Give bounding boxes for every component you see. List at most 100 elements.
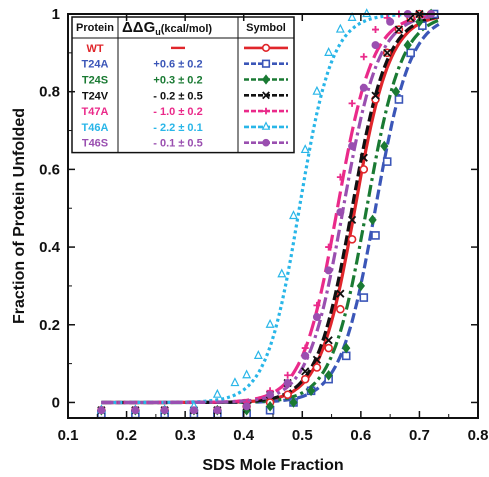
data-point [301, 367, 310, 376]
legend-protein-t47a: T47A [82, 106, 109, 118]
data-point [262, 138, 270, 147]
legend-marker-t24v [262, 91, 270, 100]
data-point [347, 215, 357, 225]
data-point [371, 41, 380, 50]
data-point [213, 406, 222, 415]
legend-protein-t24v: T24V [82, 90, 109, 102]
data-point [284, 371, 292, 379]
data-point [394, 25, 404, 34]
y-tick-label: 0.6 [39, 161, 60, 178]
legend-header-ddg-sub: u [155, 27, 161, 37]
data-point [306, 385, 316, 397]
data-point [359, 165, 369, 174]
data-point [368, 214, 377, 226]
legend-box [71, 16, 295, 154]
data-point [382, 157, 392, 166]
legend-protein-wt: WT [86, 43, 103, 55]
data-point [312, 355, 322, 364]
data-point [261, 43, 271, 53]
data-point [300, 144, 310, 154]
data-point [359, 153, 368, 162]
data-point [383, 48, 392, 57]
data-point [403, 39, 412, 51]
data-point [360, 53, 368, 61]
legend-marker-t24a [261, 59, 271, 68]
data-point [253, 350, 263, 359]
data-point [325, 243, 333, 251]
data-point [283, 379, 292, 388]
x-tick-label: 0.8 [468, 427, 489, 444]
legend-ddg-t46a: - 2.2 ± 0.1 [153, 122, 202, 134]
data-point [230, 377, 240, 387]
data-point [336, 289, 345, 298]
data-point [415, 16, 424, 28]
data-point [301, 344, 309, 352]
data-point [341, 351, 351, 361]
data-point [406, 48, 415, 58]
x-axis-ticks: 0.1 0.2 0.3 0.4 0.5 0.6 0.7 0.8 [58, 14, 489, 444]
legend-marker-t46s [262, 138, 270, 147]
legend-header-protein: Protein [76, 22, 114, 34]
data-point [347, 12, 357, 21]
legend: Protein ΔΔGu(kcal/mol) Symbol WT T24A +0.6 ± … [71, 16, 295, 154]
data-point [391, 86, 401, 98]
data-point [283, 390, 292, 399]
data-point [371, 91, 380, 100]
data-point [242, 402, 251, 411]
y-axis-ticks: 0 0.2 0.4 0.6 0.8 1 [39, 6, 478, 411]
y-tick-label: 0.2 [39, 317, 60, 334]
data-point [336, 304, 345, 314]
series-t46s-points [97, 10, 436, 415]
data-point [313, 301, 321, 309]
data-point [266, 390, 275, 399]
data-point [380, 140, 389, 152]
y-tick-label: 1 [52, 6, 60, 23]
x-tick-label: 0.5 [292, 427, 313, 444]
data-point [265, 318, 275, 328]
data-point [300, 374, 310, 384]
data-point [312, 313, 321, 321]
x-axis-label: SDS Mole Fraction [202, 457, 343, 474]
data-point [356, 280, 365, 292]
legend-marker-wt [261, 43, 271, 53]
y-axis-label: Fraction of Protein Unfolded [11, 108, 28, 324]
legend-protein-t46s: T46S [82, 138, 108, 150]
data-point [324, 369, 333, 381]
y-tick-label: 0.8 [39, 84, 60, 101]
x-tick-label: 0.7 [409, 427, 430, 444]
data-point [336, 173, 344, 181]
data-point [261, 121, 271, 130]
legend-header-symbol: Symbol [246, 22, 286, 34]
data-point [262, 107, 270, 115]
legend-ddg-t47a: - 1.0 ± 0.2 [153, 106, 202, 118]
legend-header-ddg-unit: (kcal/mol) [161, 23, 213, 35]
data-point [347, 235, 357, 244]
data-point [242, 369, 252, 379]
data-point [371, 231, 380, 240]
data-point [359, 293, 369, 302]
data-point [324, 343, 333, 353]
data-point [261, 59, 271, 68]
legend-protein-t46a: T46A [82, 122, 109, 134]
data-point [348, 99, 356, 107]
x-tick-label: 0.4 [233, 427, 255, 444]
data-point [131, 406, 140, 415]
data-point [336, 208, 345, 217]
data-point [301, 351, 310, 360]
data-point [277, 268, 287, 278]
data-point [262, 91, 270, 100]
x-tick-label: 0.1 [58, 427, 79, 444]
x-tick-label: 0.2 [116, 427, 137, 444]
legend-marker-t47a [262, 107, 270, 115]
legend-ddg-t24s: +0.3 ± 0.2 [153, 75, 202, 87]
data-point [97, 406, 106, 415]
legend-header-ddg: ΔΔGu(kcal/mol) [122, 19, 212, 37]
data-point [312, 85, 322, 95]
legend-header-ddg-symbol: ΔΔG [122, 19, 155, 36]
data-point [160, 406, 169, 415]
x-tick-label: 0.3 [175, 427, 196, 444]
data-point [386, 17, 395, 26]
data-point [265, 401, 275, 412]
legend-ddg-t46s: - 0.1 ± 0.5 [153, 138, 202, 150]
